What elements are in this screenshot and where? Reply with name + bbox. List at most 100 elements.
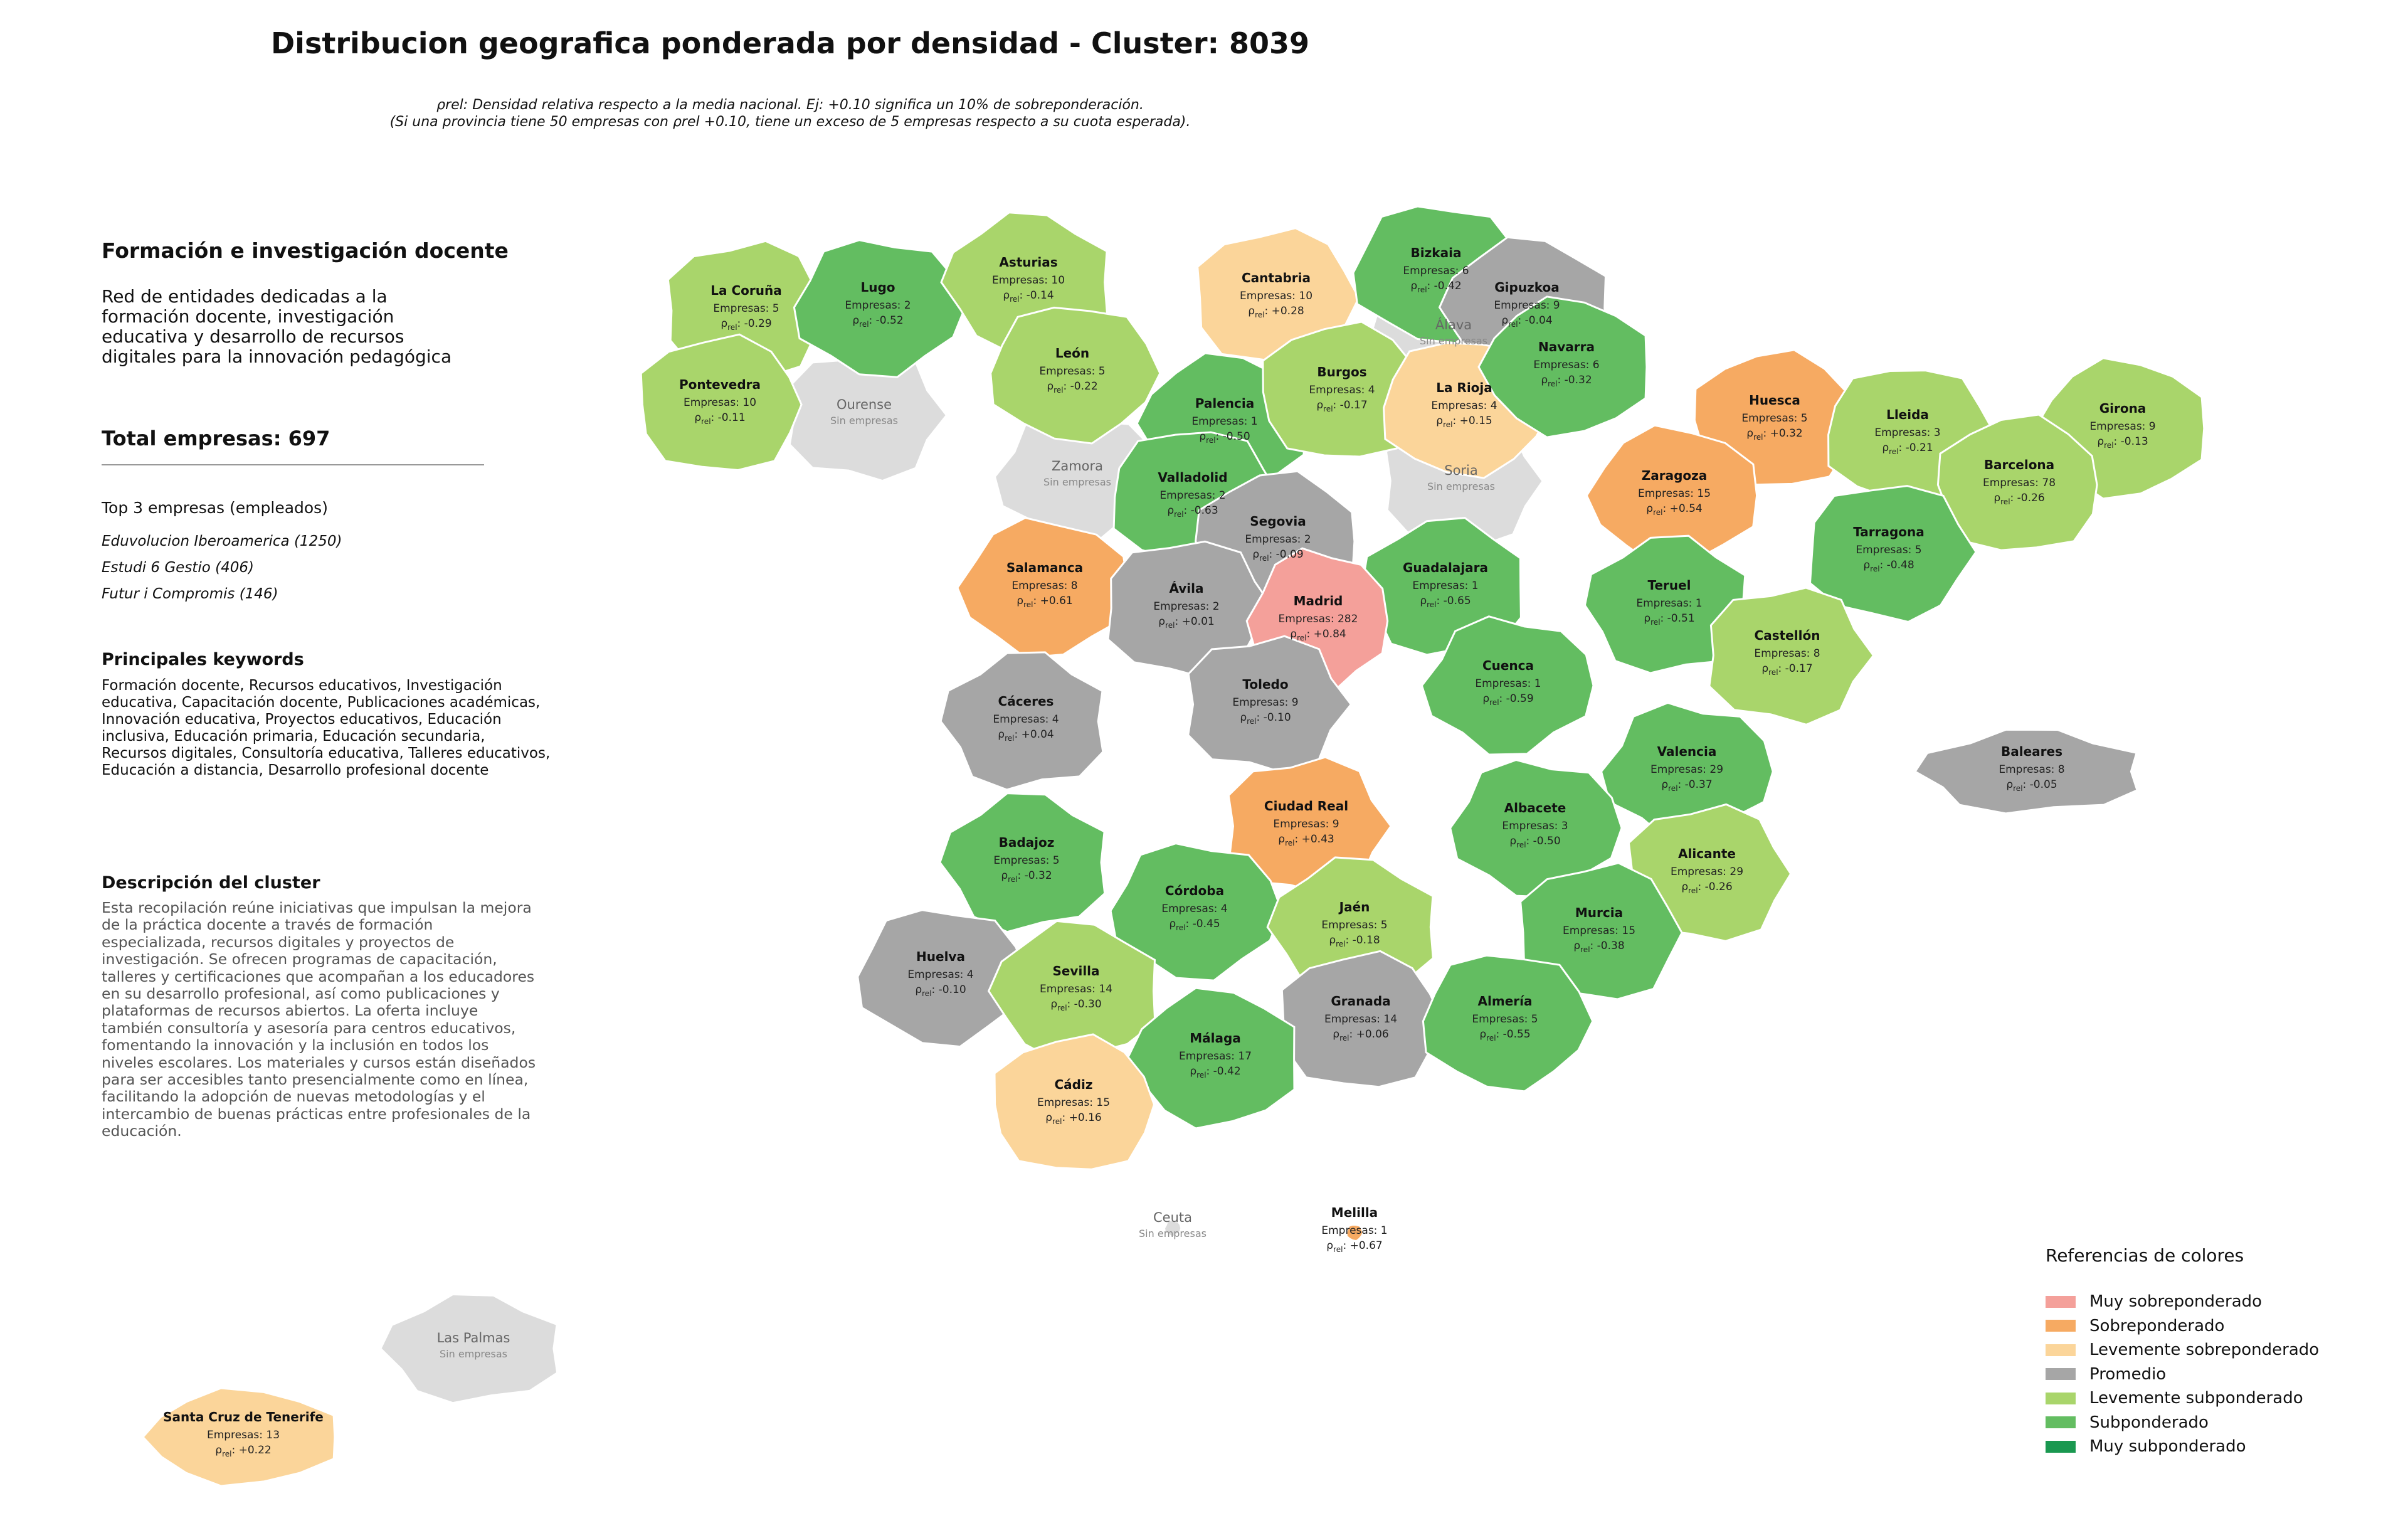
province-companies: Empresas: 15: [1563, 925, 1635, 937]
subtitle-line-1: ρrel: Densidad relativa respecto a la me…: [436, 97, 1144, 113]
province-rho: ρrel: -0.63: [1167, 504, 1218, 519]
province-companies: Empresas: 4: [1161, 903, 1227, 915]
province-shape: [857, 909, 1030, 1048]
province-labels: La Coruña Empresas: 5 ρrel: -0.29 Lugo Empre…: [163, 245, 2155, 1458]
province-companies: Empresas: 29: [1671, 866, 1743, 878]
legend-item: Subponderado: [2046, 1411, 2319, 1435]
province-shape: [1913, 728, 2138, 815]
province-rho: ρrel: -0.10: [915, 984, 966, 998]
province-rho: ρrel: -0.29: [721, 317, 771, 332]
province-name: Gipuzkoa: [1494, 280, 1559, 295]
divider: [102, 464, 484, 465]
top3-list: Eduvolucion Iberoamerica (1250) Estudi 6…: [102, 533, 342, 612]
province-name: Bizkaia: [1411, 245, 1462, 260]
province-rho: ρrel: -0.52: [852, 314, 903, 329]
province-name: Santa Cruz de Tenerife: [163, 1409, 324, 1425]
province-name: Segovia: [1250, 514, 1306, 529]
province-rho: ρrel: +0.01: [1158, 615, 1214, 630]
province-name: Burgos: [1317, 364, 1366, 379]
province-companies: Empresas: 1: [1321, 1224, 1387, 1237]
cluster-description-text: Esta recopilación reúne iniciativas que …: [102, 899, 536, 1140]
province-nodata-label: Sin empresas: [1427, 480, 1495, 492]
province-rho: ρrel: -0.50: [1509, 835, 1560, 849]
province-shape: [939, 792, 1106, 933]
province-companies: Empresas: 282: [1279, 613, 1358, 625]
province-shape: [990, 306, 1161, 445]
legend-swatch: [2046, 1320, 2076, 1332]
province-companies: Empresas: 10: [1240, 290, 1312, 302]
province-name: Ciudad Real: [1264, 798, 1348, 814]
province-companies: Empresas: 8: [1011, 580, 1077, 592]
province-name: León: [1055, 346, 1089, 361]
province-name: Guadalajara: [1403, 560, 1488, 575]
province-rho: ρrel: -0.04: [1501, 314, 1552, 329]
province-name: Cádiz: [1055, 1077, 1093, 1092]
province-companies: Empresas: 1: [1475, 677, 1541, 690]
keywords-heading: Principales keywords: [102, 650, 304, 669]
province-name-nodata: Álava: [1435, 317, 1472, 332]
province-companies: Empresas: 29: [1650, 763, 1723, 776]
province-rho: ρrel: -0.65: [1420, 595, 1471, 609]
province-rho: ρrel: -0.26: [1681, 881, 1732, 895]
province-shape: [793, 239, 966, 378]
province-shape: [993, 1033, 1156, 1170]
legend-swatch: [2046, 1416, 2076, 1429]
legend-item: Levemente subponderado: [2046, 1386, 2319, 1411]
province-companies: Empresas: 1: [1191, 415, 1257, 428]
province-companies: Empresas: 1: [1412, 580, 1478, 592]
province-name: Teruel: [1647, 578, 1691, 593]
province-companies: Empresas: 5: [1856, 544, 1921, 556]
province-rho: ρrel: -0.14: [1003, 289, 1054, 304]
province-name: Badajoz: [999, 835, 1055, 850]
province-name-nodata: Ceuta: [1153, 1210, 1192, 1225]
province-shape: [141, 1387, 336, 1487]
province-shape: [1477, 295, 1648, 438]
province-rho: ρrel: +0.43: [1278, 833, 1334, 847]
legend-label: Promedio: [2089, 1364, 2167, 1384]
province-rho: ρrel: -0.55: [1479, 1028, 1530, 1043]
province-companies: Empresas: 9: [1273, 818, 1339, 830]
province-rho: ρrel: +0.28: [1248, 305, 1304, 319]
province-companies: Empresas: 6: [1533, 359, 1599, 371]
province-companies: Empresas: 2: [1153, 600, 1219, 613]
province-name-nodata: Soria: [1444, 463, 1478, 478]
province-nodata-label: Sin empresas: [1420, 335, 1487, 347]
province-rho: ρrel: +0.15: [1436, 415, 1492, 429]
province-rho: ρrel: +0.04: [998, 728, 1054, 743]
province-companies: Empresas: 5: [713, 302, 779, 315]
province-name: Asturias: [999, 255, 1057, 270]
province-rho: ρrel: -0.59: [1482, 692, 1533, 707]
legend-swatch: [2046, 1392, 2076, 1404]
province-shape: [1109, 842, 1283, 982]
legend-swatch: [2046, 1344, 2076, 1356]
province-rho: ρrel: -0.38: [1573, 940, 1624, 954]
province-name: Lugo: [860, 280, 895, 295]
province-shape: [1708, 586, 1875, 726]
legend-swatch: [2046, 1368, 2076, 1381]
color-legend: Referencias de colores Muy sobreponderad…: [2046, 1245, 2319, 1459]
province-shape: [1583, 534, 1747, 674]
legend-label: Sobreponderado: [2089, 1316, 2225, 1335]
province-name: Cáceres: [998, 694, 1054, 709]
province-shape: [1163, 1219, 1183, 1238]
legend-swatch: [2046, 1295, 2076, 1308]
province-name-nodata: Las Palmas: [437, 1330, 510, 1345]
province-companies: Empresas: 15: [1638, 487, 1711, 500]
legend-label: Levemente subponderado: [2089, 1389, 2303, 1408]
legend-item: Muy subponderado: [2046, 1435, 2319, 1459]
province-name: Toledo: [1242, 677, 1288, 692]
province-companies: Empresas: 13: [207, 1429, 280, 1441]
province-name: La Coruña: [710, 283, 781, 298]
map-title: Distribucion geografica ponderada por de…: [271, 26, 1309, 60]
province-name: Tarragona: [1853, 524, 1925, 539]
province-name: Lleida: [1886, 407, 1929, 422]
province-rho: ρrel: -0.42: [1190, 1065, 1240, 1080]
province-companies: Empresas: 4: [1431, 400, 1497, 412]
province-shape: [1420, 615, 1595, 756]
province-name: Girona: [2099, 401, 2147, 416]
province-shape: [640, 333, 803, 472]
legend-label: Muy subponderado: [2089, 1437, 2246, 1456]
province-name: Cuenca: [1482, 658, 1534, 673]
province-rho: ρrel: +0.22: [215, 1444, 271, 1458]
